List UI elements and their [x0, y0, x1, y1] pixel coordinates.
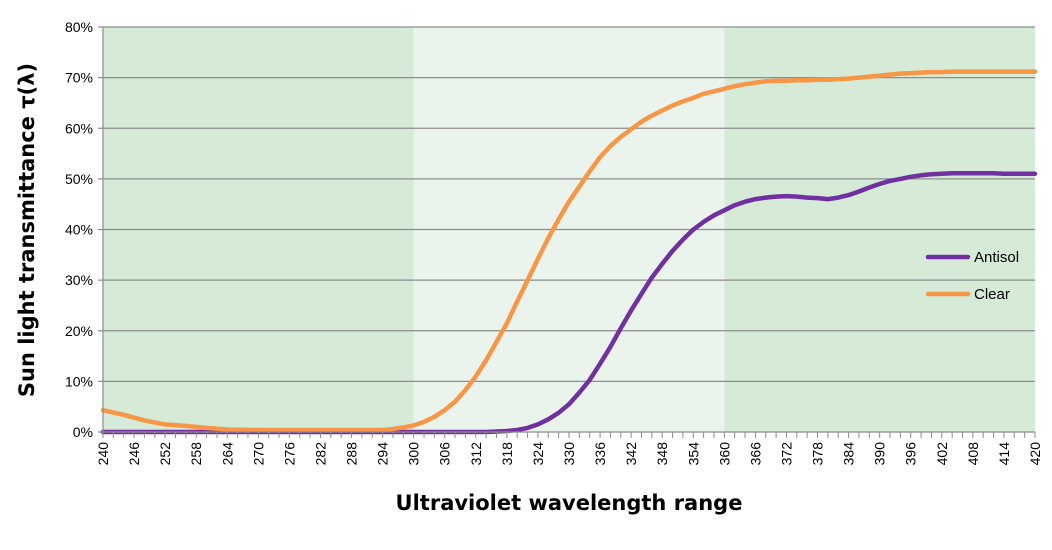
y-tick-label: 50%: [65, 171, 93, 187]
x-tick-label: 270: [250, 442, 266, 466]
y-tick-label: 10%: [65, 373, 93, 389]
legend: Antisol Clear: [925, 249, 1019, 303]
x-tick-label: 252: [157, 442, 173, 466]
x-tick-label: 258: [188, 442, 204, 466]
series-line-clear: [100, 69, 1038, 433]
x-tick-label: 318: [499, 442, 515, 466]
x-tick-label: 276: [281, 442, 297, 466]
gridlines: [103, 26, 1035, 382]
x-tick-labels: 240 246 252 258 264 270 276 282 288 294 300 306 312 3…: [95, 442, 1043, 466]
y-tick-label: 30%: [65, 272, 93, 288]
x-tick-label: 312: [468, 442, 484, 466]
x-tick-label: 390: [872, 442, 888, 466]
legend-label-antisol: Antisol: [974, 249, 1019, 266]
x-tick-label: 378: [810, 442, 826, 466]
legend-label-clear: Clear: [974, 286, 1010, 303]
y-tick-labels: 0% 10% 20% 30% 40% 50% 60% 70% 80%: [65, 19, 93, 440]
x-tick-label: 414: [996, 442, 1012, 466]
y-axis-title: Sun light transmittance τ(λ): [15, 63, 39, 397]
x-tick-label: 342: [623, 442, 639, 466]
x-tick-label: 360: [716, 442, 732, 466]
x-tick-label: 306: [437, 442, 453, 466]
x-tick-label: 264: [219, 442, 235, 466]
x-tick-label: 372: [778, 442, 794, 466]
x-tick-label: 402: [934, 442, 950, 466]
x-axis-title: Ultraviolet wavelength range: [396, 491, 743, 515]
x-tick-label: 408: [965, 442, 981, 466]
x-tick-label: 294: [375, 442, 391, 466]
x-tick-label: 348: [654, 442, 670, 466]
x-tick-label: 420: [1027, 442, 1043, 466]
x-tick-label: 240: [95, 442, 111, 466]
y-tick-label: 40%: [65, 222, 93, 238]
x-tick-label: 330: [561, 442, 577, 466]
y-tick-label: 60%: [65, 120, 93, 136]
axes: [98, 26, 1036, 438]
x-tick-label: 396: [903, 442, 919, 466]
y-tick-label: 0%: [73, 424, 93, 440]
x-tick-label: 354: [685, 442, 701, 466]
y-tick-label: 70%: [65, 70, 93, 86]
x-tick-label: 324: [530, 442, 546, 466]
x-tick-label: 300: [406, 442, 422, 466]
y-tick-label: 80%: [65, 19, 93, 35]
x-tick-label: 384: [841, 442, 857, 466]
x-tick-label: 336: [592, 442, 608, 466]
x-tick-label: 366: [747, 442, 763, 466]
y-tick-label: 20%: [65, 323, 93, 339]
x-tick-label: 288: [344, 442, 360, 466]
x-tick-label: 282: [312, 442, 328, 466]
x-tick-label: 246: [126, 442, 142, 466]
